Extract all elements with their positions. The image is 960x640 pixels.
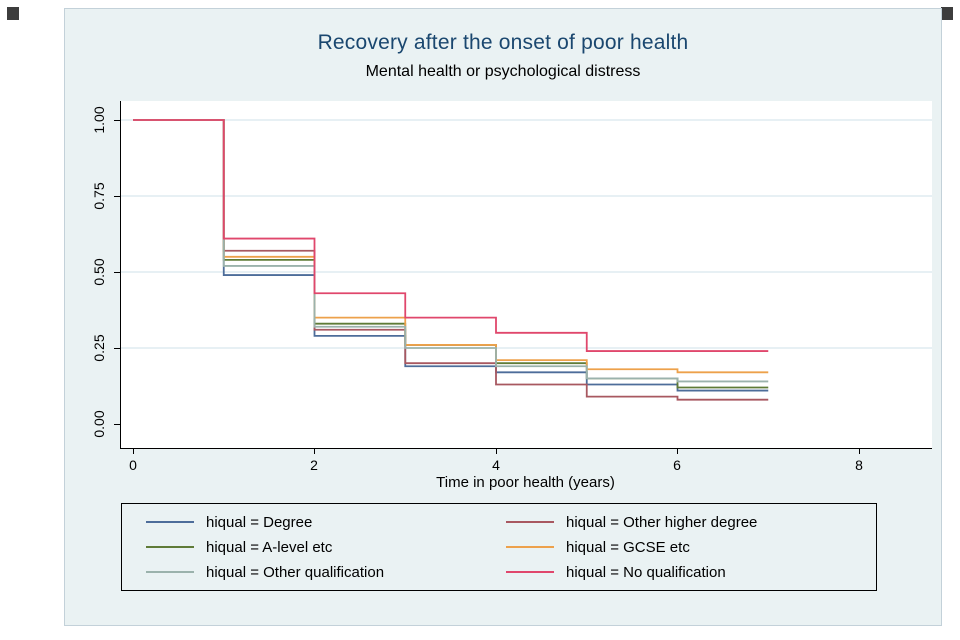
y-tick-label: 0.75: [91, 182, 107, 210]
plot-area: 0.00 0.25 0.50 0.75 1.00 0 2 4 6 8: [91, 101, 932, 473]
y-tick: [114, 196, 120, 197]
chart-subtitle: Mental health or psychological distress: [365, 63, 641, 80]
chart-frame: Recovery after the onset of poor health …: [64, 8, 942, 626]
y-tick: [114, 348, 120, 349]
legend-line-swatch: [146, 546, 194, 548]
legend-item: hiqual = Degree: [146, 512, 506, 532]
legend-label: hiqual = Other higher degree: [566, 513, 758, 531]
survival-curve-hiqual-degree: [133, 119, 769, 392]
x-tick: [496, 448, 497, 454]
x-tick-label: 6: [673, 457, 681, 473]
y-tick: [114, 272, 120, 273]
x-axis-title: Time in poor health (years): [436, 474, 615, 491]
y-tick: [114, 424, 120, 425]
legend-line-swatch: [506, 521, 554, 523]
x-tick-label: 4: [492, 457, 500, 473]
legend-line-swatch: [146, 571, 194, 573]
legend-label: hiqual = GCSE etc: [566, 538, 690, 556]
legend-line-swatch: [506, 546, 554, 548]
legend-item: hiqual = GCSE etc: [506, 537, 866, 557]
x-tick: [859, 448, 860, 454]
survival-curve-hiqual-gcse-etc: [133, 119, 769, 374]
survival-curves-svg: [121, 119, 932, 401]
y-tick-label: 0.00: [91, 410, 107, 438]
legend-label: hiqual = Degree: [206, 513, 313, 531]
legend-item: hiqual = A-level etc: [146, 537, 506, 557]
x-tick-label: 0: [129, 457, 137, 473]
y-tick: [114, 120, 120, 121]
survival-curve-hiqual-other-qualification: [133, 119, 769, 383]
legend-item: hiqual = Other higher degree: [506, 512, 866, 532]
chart-title: Recovery after the onset of poor health: [317, 31, 689, 54]
legend: hiqual = Degree hiqual = Other higher de…: [121, 503, 877, 591]
legend-item: hiqual = Other qualification: [146, 562, 506, 582]
legend-label: hiqual = No qualification: [566, 563, 726, 581]
legend-line-swatch: [506, 571, 554, 573]
y-tick-label: 0.25: [91, 334, 107, 362]
y-tick-label: 0.50: [91, 258, 107, 286]
x-tick-label: 8: [855, 457, 863, 473]
x-tick-label: 2: [310, 457, 318, 473]
legend-label: hiqual = A-level etc: [206, 538, 333, 556]
legend-line-swatch: [146, 521, 194, 523]
x-tick: [677, 448, 678, 454]
page-corner-mark: [7, 7, 19, 20]
x-tick: [133, 448, 134, 454]
legend-item: hiqual = No qualification: [506, 562, 866, 582]
y-tick-label: 1.00: [91, 106, 107, 134]
survival-curve-hiqual-no-qualification: [133, 119, 769, 352]
survival-curve-hiqual-other-higher-degree: [133, 119, 769, 401]
page-corner-mark: [941, 7, 953, 20]
x-tick: [314, 448, 315, 454]
legend-label: hiqual = Other qualification: [206, 563, 385, 581]
